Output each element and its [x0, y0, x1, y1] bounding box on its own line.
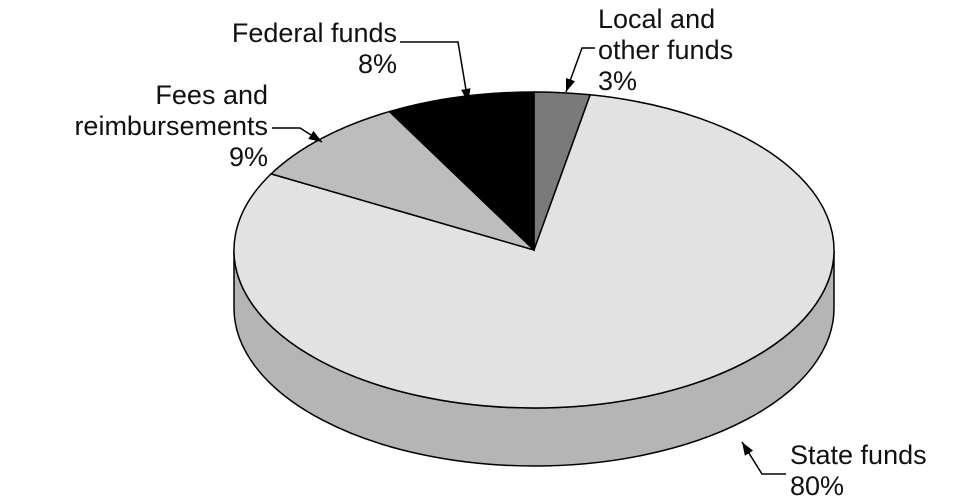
slice-label: Local and other funds 3%	[598, 4, 773, 97]
slice-value: 8%	[357, 49, 397, 79]
leader-arrow	[742, 442, 754, 456]
pie-slice	[388, 91, 535, 252]
slice-name: Federal funds	[231, 18, 397, 48]
leader-line	[400, 41, 469, 103]
leader-line	[741, 441, 786, 475]
slice-name: Fees and reimbursements	[74, 80, 268, 141]
slice-value: 3%	[598, 66, 638, 96]
slice-value: 9%	[228, 142, 268, 172]
slice-label: Federal funds 8%	[150, 18, 397, 80]
slice-name: Local and other funds	[598, 4, 734, 65]
leader-arrow	[461, 88, 471, 102]
slice-name: State funds	[790, 440, 927, 470]
slice-label: State funds 80%	[790, 440, 958, 502]
pie-slice	[233, 93, 835, 409]
slice-label: Fees and reimbursements 9%	[28, 80, 268, 173]
leader-arrow	[565, 78, 576, 92]
leader-arrow	[308, 130, 322, 142]
slice-value: 80%	[790, 471, 845, 501]
leader-line	[565, 47, 595, 93]
pie-slice	[269, 110, 535, 251]
